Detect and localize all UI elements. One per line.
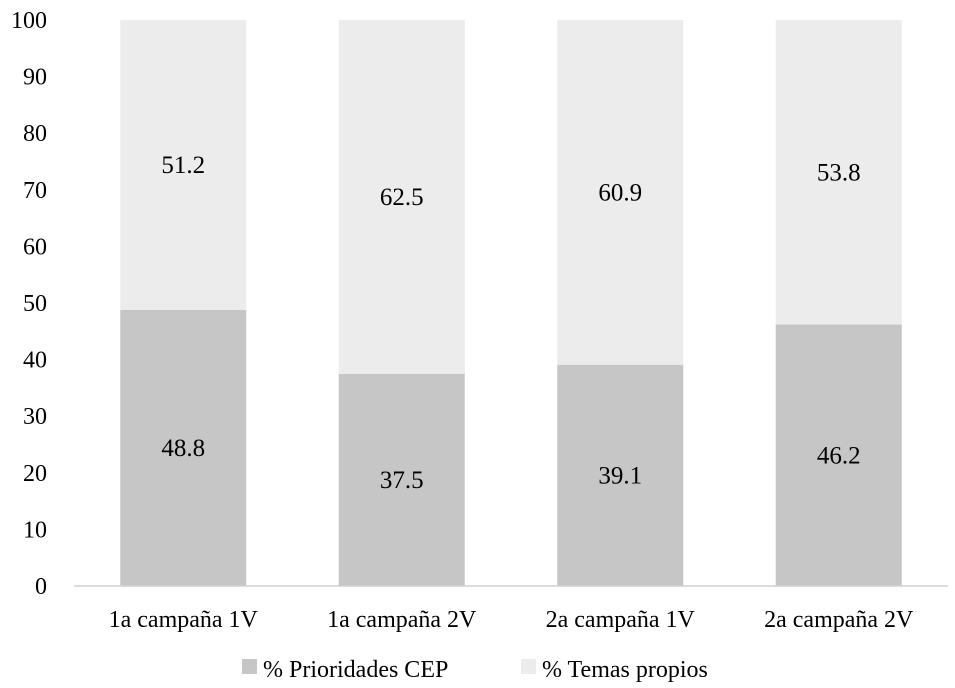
- legend: % Prioridades CEP % Temas propios: [242, 657, 708, 683]
- y-tick-label: 10: [23, 517, 47, 543]
- data-label: 39.1: [598, 462, 642, 489]
- data-label: 46.2: [817, 442, 861, 469]
- bar-segment-temas-propios: [775, 20, 902, 325]
- y-tick-label: 30: [23, 404, 47, 430]
- x-category-label: 2a campaña 2V: [764, 607, 914, 633]
- bar-segment-prioridades-cep: [775, 324, 902, 586]
- y-tick-label: 60: [23, 234, 47, 260]
- y-tick-label: 20: [23, 461, 47, 487]
- data-label: 60.9: [598, 179, 642, 206]
- legend-label: % Temas propios: [542, 657, 708, 683]
- data-label: 62.5: [380, 184, 424, 211]
- y-tick-label: 80: [23, 121, 47, 147]
- legend-swatch: [521, 659, 536, 674]
- data-labels: 48.8 51.2 37.5 62.5 39.1 60.9 46.2 53.8: [161, 152, 860, 494]
- x-category-label: 1a campaña 1V: [109, 607, 259, 633]
- bar-segment-temas-propios: [120, 20, 247, 310]
- data-label: 37.5: [380, 467, 424, 494]
- bar-segment-prioridades-cep: [120, 309, 247, 586]
- data-label: 48.8: [161, 435, 205, 462]
- bars: [120, 20, 902, 586]
- legend-swatch: [242, 659, 257, 674]
- x-axis-categories: 1a campaña 1V 1a campaña 2V 2a campaña 1V 2…: [109, 607, 914, 633]
- legend-label: % Prioridades CEP: [263, 657, 448, 683]
- y-tick-label: 90: [23, 65, 47, 91]
- bar-segment-temas-propios: [338, 20, 465, 374]
- data-label: 51.2: [161, 152, 205, 179]
- y-tick-label: 0: [35, 574, 47, 600]
- bar-segment-prioridades-cep: [338, 373, 465, 586]
- x-category-label: 1a campaña 2V: [327, 607, 477, 633]
- data-label: 53.8: [817, 159, 861, 186]
- bar-segment-temas-propios: [557, 20, 684, 365]
- y-tick-label: 70: [23, 178, 47, 204]
- x-category-label: 2a campaña 1V: [546, 607, 696, 633]
- y-tick-label: 40: [23, 348, 47, 374]
- bar-segment-prioridades-cep: [557, 364, 684, 586]
- y-axis-ticks: 0 10 20 30 40 50 60 70 80 90 100: [11, 8, 47, 600]
- y-tick-label: 100: [11, 8, 47, 34]
- y-tick-label: 50: [23, 291, 47, 317]
